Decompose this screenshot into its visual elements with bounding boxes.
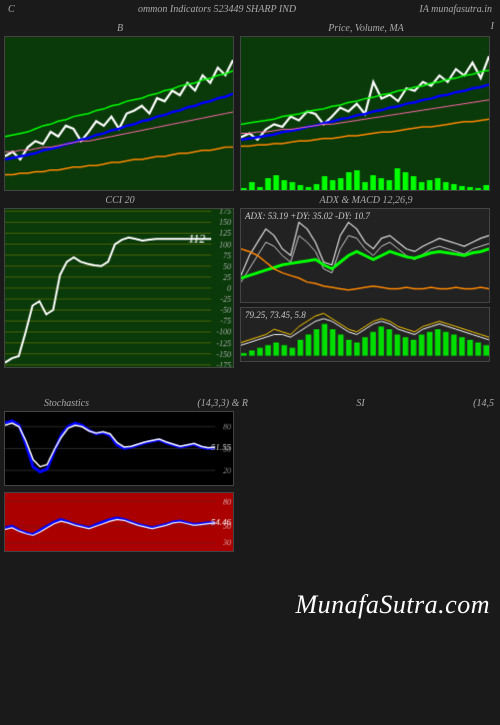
rsi-params: (14,5 (473, 398, 494, 409)
macd-values-label: 79.25, 73.45, 5.8 (245, 310, 306, 320)
page-header: C ommon Indicators 523449 SHARP IND IA m… (0, 0, 500, 19)
watermark: MunafaSutra.com (295, 590, 490, 620)
panel-cci (4, 208, 234, 368)
header-left: C (8, 4, 15, 15)
chart-price-volume (241, 37, 489, 190)
chart-adx (241, 209, 489, 302)
edge-label-i: I (491, 21, 494, 32)
panel-adx: ADX: 53.19 +DY: 35.02 -DY: 10.7 (240, 208, 490, 303)
rsi-label: SI (356, 398, 364, 409)
chart-cci (5, 209, 233, 367)
header-center: ommon Indicators 523449 SHARP IND (138, 4, 296, 15)
panel-title-price: Price, Volume, MA (240, 21, 492, 36)
panel-stochastics (4, 411, 234, 486)
header-right: IA munafasutra.in (419, 4, 492, 15)
panel-rsi (4, 492, 234, 552)
chart-stochastics (5, 412, 233, 485)
panel-title-adx-macd: ADX & MACD 12,26,9 (240, 193, 492, 208)
chart-rsi (5, 493, 233, 551)
panel-title-b: B (4, 21, 236, 36)
panel-b (4, 36, 234, 191)
panel-price-volume (240, 36, 490, 191)
panel-title-stoch: Stochastics (44, 398, 89, 409)
panel-title-cci: CCI 20 (4, 193, 236, 208)
panel-macd: 79.25, 73.45, 5.8 (240, 307, 490, 362)
chart-b (5, 37, 233, 190)
stoch-params: (14,3,3) & R (197, 398, 248, 409)
adx-values-label: ADX: 53.19 +DY: 35.02 -DY: 10.7 (245, 211, 370, 221)
